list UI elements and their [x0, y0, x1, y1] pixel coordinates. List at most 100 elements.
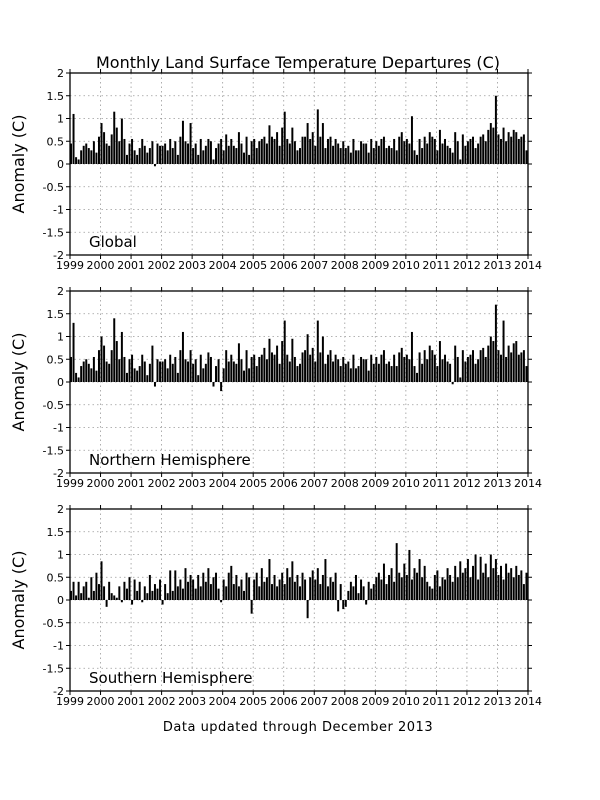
bar-1-64: [232, 361, 235, 382]
x-tick-label: 2010: [392, 259, 420, 272]
bar-1-53: [204, 363, 207, 382]
bar-1-41: [174, 356, 177, 382]
y-tick-label: 1.5: [47, 526, 65, 539]
bar-2-174: [512, 577, 515, 600]
x-tick-label: 2013: [483, 259, 511, 272]
bar-2-80: [273, 574, 276, 600]
bar-1-6: [85, 359, 88, 382]
bar-2-62: [227, 572, 230, 600]
bar-2-159: [474, 554, 477, 600]
bar-0-142: [431, 136, 434, 164]
bar-2-116: [365, 600, 368, 605]
bar-1-86: [288, 361, 291, 382]
bar-2-57: [215, 572, 218, 600]
bar-0-51: [199, 138, 202, 164]
bar-0-99: [321, 123, 324, 164]
bar-1-56: [212, 382, 215, 387]
bar-1-149: [449, 363, 452, 382]
bar-0-7: [87, 148, 90, 164]
bar-1-167: [494, 304, 497, 382]
bar-2-2: [75, 595, 78, 600]
bar-1-134: [410, 331, 413, 382]
bar-0-89: [296, 150, 299, 164]
bar-0-61: [225, 134, 228, 164]
bar-2-101: [326, 586, 329, 600]
bar-2-40: [171, 590, 174, 600]
bar-2-63: [230, 565, 233, 601]
x-tick-label: 2009: [361, 477, 389, 490]
bar-0-164: [487, 129, 490, 165]
bar-0-52: [202, 150, 205, 164]
y-tick-label: 1: [57, 549, 64, 562]
bar-1-110: [349, 368, 352, 382]
bar-0-101: [326, 138, 329, 164]
y-tick-label: -2: [53, 249, 64, 262]
bar-1-95: [311, 347, 314, 383]
y-tick-label: 0.5: [47, 135, 65, 148]
bar-2-22: [125, 588, 128, 601]
panel-label: Global: [89, 233, 137, 251]
bar-1-43: [179, 350, 182, 382]
bar-2-86: [288, 577, 291, 600]
bar-2-89: [296, 574, 299, 600]
bar-2-64: [232, 584, 235, 600]
bar-1-11: [97, 350, 100, 382]
bar-1-28: [141, 354, 144, 382]
y-tick-label: 0: [57, 158, 64, 171]
bar-0-36: [161, 145, 164, 164]
x-tick-label: 2006: [270, 259, 298, 272]
bar-0-63: [230, 138, 233, 164]
x-tick-label: 2005: [239, 695, 267, 708]
bar-2-3: [77, 581, 80, 600]
bar-2-179: [525, 572, 528, 600]
y-axis-label: Anomaly (C): [9, 551, 28, 650]
bar-2-115: [362, 586, 365, 600]
bar-2-20: [120, 600, 123, 603]
bar-2-124: [385, 584, 388, 600]
bar-0-140: [426, 143, 429, 164]
y-tick-label: -0.5: [43, 399, 64, 412]
x-tick-label: 2010: [392, 695, 420, 708]
x-tick-label: 2000: [87, 477, 115, 490]
bar-0-9: [92, 141, 95, 164]
bar-2-113: [357, 593, 360, 600]
bar-0-18: [115, 127, 118, 164]
bar-2-78: [268, 559, 271, 600]
bar-2-142: [431, 588, 434, 601]
bar-2-15: [108, 581, 111, 600]
bar-1-135: [413, 366, 416, 382]
x-tick-label: 2014: [514, 695, 542, 708]
x-tick-label: 2001: [117, 259, 145, 272]
bar-1-63: [230, 354, 233, 382]
bar-0-124: [385, 148, 388, 164]
bar-2-33: [153, 584, 156, 600]
bar-1-117: [367, 370, 370, 383]
bar-2-91: [301, 572, 304, 600]
bar-2-77: [265, 577, 268, 600]
bar-2-98: [319, 584, 322, 600]
bar-0-115: [362, 143, 365, 164]
bar-2-73: [255, 572, 258, 600]
bar-1-120: [375, 356, 378, 382]
bar-2-67: [240, 579, 243, 600]
bar-1-153: [459, 377, 462, 382]
bar-0-24: [131, 138, 134, 164]
bar-2-46: [187, 581, 190, 600]
bar-1-111: [352, 354, 355, 382]
bar-2-13: [103, 586, 106, 600]
bar-1-21: [123, 356, 126, 382]
bar-0-20: [120, 118, 123, 164]
bar-1-116: [365, 359, 368, 382]
bar-0-139: [423, 136, 426, 164]
bar-1-89: [296, 366, 299, 382]
bar-2-100: [324, 559, 327, 600]
data-updated-note: Data updated through December 2013: [163, 720, 433, 735]
bar-0-23: [128, 143, 131, 164]
bar-0-85: [286, 138, 289, 164]
bar-0-40: [171, 148, 174, 164]
bar-2-109: [347, 590, 350, 600]
bar-0-144: [436, 150, 439, 164]
bar-0-48: [192, 148, 195, 164]
